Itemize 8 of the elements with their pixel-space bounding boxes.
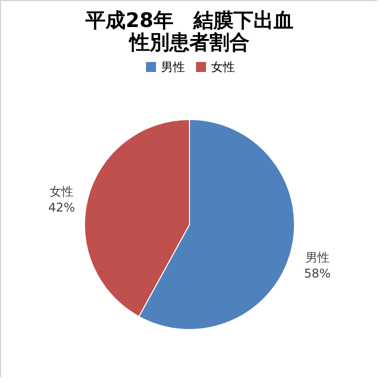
data-label: 58%: [304, 266, 331, 280]
legend-label: 女性: [211, 60, 235, 74]
chart-subtitle: 性別患者割合: [128, 30, 250, 54]
slice-label: 女性: [50, 184, 74, 199]
data-label: 42%: [48, 200, 75, 215]
legend-label: 男性: [161, 60, 185, 74]
chart-title: 平成28年 結膜下出血: [84, 8, 294, 32]
slice-label: 男性: [305, 250, 330, 264]
